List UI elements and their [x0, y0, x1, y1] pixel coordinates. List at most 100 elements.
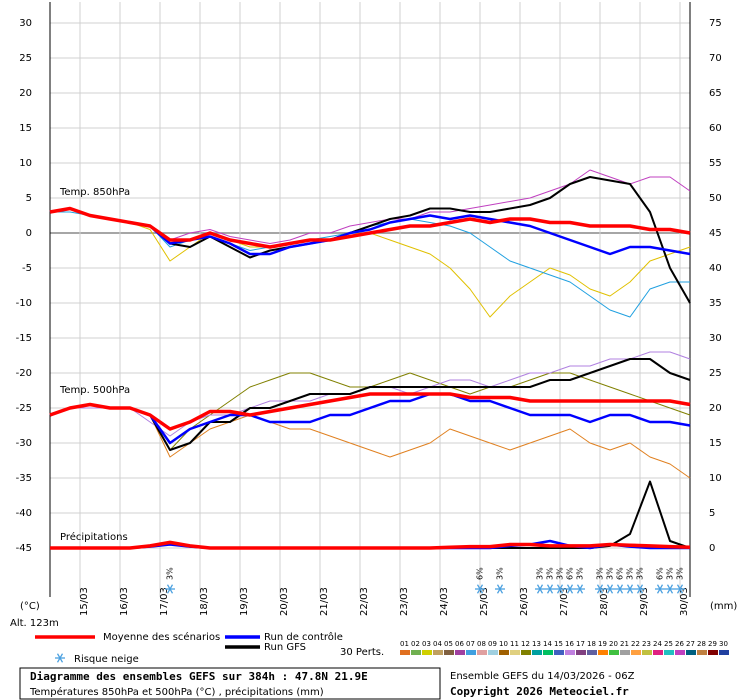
member-label: 13 — [532, 640, 541, 648]
snowflake-icon — [575, 584, 585, 594]
x-tick-label: 30/03 — [679, 587, 690, 616]
snowflake-stroke — [606, 584, 614, 594]
snowflake-stroke — [636, 584, 644, 594]
member-swatch — [466, 650, 476, 655]
member-label: 11 — [510, 640, 519, 648]
member-label: 25 — [664, 640, 673, 648]
member-swatch — [664, 650, 674, 655]
x-tick-label: 19/03 — [239, 587, 250, 616]
member-swatch — [576, 650, 586, 655]
footer-title: Diagramme des ensembles GEFS sur 384h : … — [30, 670, 368, 683]
x-tick-label: 26/03 — [519, 587, 530, 616]
snowflake-icon — [615, 584, 625, 594]
member-label: 07 — [466, 640, 475, 648]
x-tick-label: 18/03 — [199, 587, 210, 616]
snowflake-stroke — [166, 584, 174, 594]
perturbation-line — [49, 372, 691, 451]
series-line — [49, 358, 691, 451]
grid — [50, 2, 690, 597]
x-tick-label: 20/03 — [279, 587, 290, 616]
y-tick-label: -20 — [16, 368, 32, 379]
member-label: 05 — [444, 640, 453, 648]
member-swatch — [708, 650, 718, 655]
snowflake-icon — [165, 584, 175, 594]
snowflake-icon — [555, 584, 565, 594]
snowflake-stroke — [536, 584, 544, 594]
y-tick-label: -45 — [16, 543, 32, 554]
x-tick-label: 17/03 — [159, 587, 170, 616]
member-label: 24 — [653, 640, 662, 648]
y-tick-label: -30 — [16, 438, 32, 449]
annotation: Précipitations — [60, 531, 128, 543]
snowflake-stroke — [676, 584, 684, 594]
x-tick-label: 24/03 — [439, 587, 450, 616]
member-swatch — [620, 650, 630, 655]
y2-tick-label: 5 — [709, 508, 715, 519]
series-line — [49, 392, 691, 431]
member-swatch — [554, 650, 564, 655]
legend-label: Run GFS — [264, 642, 306, 653]
series-line — [49, 176, 691, 304]
snow-risk-label: 3% — [666, 567, 675, 580]
snowflake-icon — [595, 584, 605, 594]
snow-risk-label: 3% — [576, 567, 585, 580]
x-tick-label: 23/03 — [399, 587, 410, 616]
snowflake-stroke — [596, 584, 604, 594]
y2-tick-label: 15 — [709, 438, 722, 449]
x-tick-label: 15/03 — [79, 587, 90, 616]
snowflake-icon — [625, 584, 635, 594]
y2-tick-label: 30 — [709, 333, 722, 344]
y2-tick-label: 55 — [709, 158, 722, 169]
snow-risk-label: 3% — [556, 567, 565, 580]
y-tick-label: 10 — [19, 158, 32, 169]
snowflake-icon — [635, 584, 645, 594]
snowflake-stroke — [566, 584, 574, 594]
snow-risk-label: 3% — [166, 567, 175, 580]
y2-tick-label: 20 — [709, 403, 722, 414]
member-label: 18 — [587, 640, 596, 648]
y2-tick-label: 70 — [709, 53, 722, 64]
footer-copyright: Copyright 2026 Meteociel.fr — [450, 685, 629, 698]
snow-risk-label: 6% — [656, 567, 665, 580]
x-tick-label: 28/03 — [599, 587, 610, 616]
legend-label: Risque neige — [74, 654, 139, 665]
snowflake-stroke — [56, 653, 64, 663]
member-swatch — [510, 650, 520, 655]
footer-box — [19, 667, 441, 700]
series-line — [49, 206, 691, 249]
member-swatch — [543, 650, 553, 655]
snowflake-icon — [675, 584, 685, 594]
member-label: 26 — [675, 640, 684, 648]
member-label: 09 — [488, 640, 497, 648]
snowflake-stroke — [556, 584, 564, 594]
y-tick-label: -15 — [16, 333, 32, 344]
snowflake-icon — [565, 584, 575, 594]
member-label: 06 — [455, 640, 464, 648]
member-label: 28 — [697, 640, 706, 648]
annotation: Temp. 850hPa — [59, 187, 130, 198]
member-label: 20 — [609, 640, 618, 648]
legend-label: Moyenne des scénarios — [103, 631, 220, 643]
altitude: Alt. 123m — [10, 618, 59, 629]
y-tick-label: -25 — [16, 403, 32, 414]
series-line — [50, 540, 691, 550]
x-tick-label: 25/03 — [479, 587, 490, 616]
member-swatch — [400, 650, 410, 655]
snowflake-stroke — [496, 584, 504, 594]
annotation: Temp. 500hPa — [59, 385, 130, 396]
snow-risk-label: 3% — [596, 567, 605, 580]
member-label: 17 — [576, 640, 585, 648]
y-tick-label: -35 — [16, 473, 32, 484]
members-title: 30 Perts. — [340, 647, 384, 658]
member-label: 15 — [554, 640, 563, 648]
x-tick-label: 22/03 — [359, 587, 370, 616]
snowflake-stroke — [476, 584, 484, 594]
snowflake-stroke — [666, 584, 674, 594]
member-swatch — [422, 650, 432, 655]
member-label: 22 — [631, 640, 640, 648]
x-tick-label: 29/03 — [639, 587, 650, 616]
member-label: 23 — [642, 640, 651, 648]
x-tick-label: 16/03 — [119, 587, 130, 616]
y-tick-label: 0 — [26, 228, 32, 239]
legend-label: Run de contrôle — [264, 631, 343, 643]
